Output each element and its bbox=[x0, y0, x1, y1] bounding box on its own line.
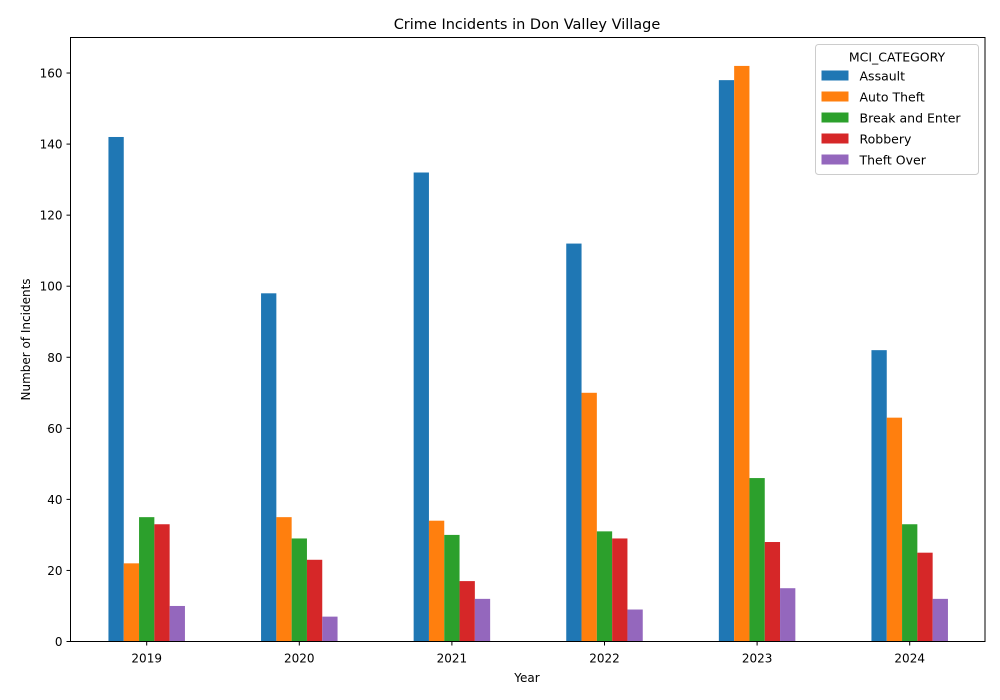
bar-robbery-2022 bbox=[612, 538, 628, 642]
bar-robbery-2024 bbox=[917, 552, 933, 642]
y-tick-label: 140 bbox=[40, 138, 63, 152]
bar-assault-2021 bbox=[413, 172, 429, 642]
x-tick-label: 2019 bbox=[131, 652, 162, 666]
y-tick-label: 0 bbox=[55, 635, 63, 649]
bar-robbery-2021 bbox=[459, 581, 475, 642]
bar-auto-theft-2023 bbox=[734, 65, 750, 642]
legend-swatch bbox=[821, 70, 849, 81]
legend-item-label: Break and Enter bbox=[860, 111, 962, 126]
bar-break-and-enter-2019 bbox=[139, 517, 155, 642]
bar-assault-2023 bbox=[718, 80, 735, 642]
y-tick-label: 20 bbox=[47, 564, 62, 578]
bar-theft-over-2024 bbox=[932, 598, 948, 642]
bar-assault-2019 bbox=[108, 136, 124, 642]
bar-break-and-enter-2022 bbox=[596, 531, 613, 642]
x-axis-title: Year bbox=[513, 671, 539, 685]
bar-theft-over-2020 bbox=[322, 616, 338, 642]
y-tick-label: 160 bbox=[40, 67, 63, 81]
bar-break-and-enter-2024 bbox=[902, 524, 918, 642]
bar-robbery-2023 bbox=[764, 542, 781, 642]
bar-assault-2020 bbox=[261, 293, 277, 642]
bar-auto-theft-2022 bbox=[581, 392, 597, 642]
legend-swatch bbox=[821, 91, 849, 102]
legend-title: MCI_CATEGORY bbox=[849, 50, 946, 65]
x-tick-label: 2022 bbox=[589, 652, 620, 666]
axes-layer: 0 20 40 60 80 100 120 140 160 2019 2020 2021 2022 202… bbox=[40, 37, 986, 666]
bar-theft-over-2022 bbox=[627, 609, 643, 642]
y-tick-label: 120 bbox=[40, 209, 63, 223]
bar-break-and-enter-2023 bbox=[749, 478, 765, 642]
bar-assault-2024 bbox=[871, 350, 887, 642]
bar-robbery-2020 bbox=[306, 559, 323, 642]
bar-robbery-2019 bbox=[154, 524, 170, 642]
bars-layer bbox=[108, 65, 948, 642]
y-axis-title: Number of Incidents bbox=[19, 278, 33, 400]
legend-item-label: Assault bbox=[860, 69, 906, 84]
legend-swatch bbox=[821, 133, 849, 144]
legend-swatch bbox=[821, 154, 849, 165]
legend: MCI_CATEGORY Assault Auto Theft Break and E… bbox=[815, 44, 979, 175]
x-tick-label: 2023 bbox=[742, 652, 773, 666]
bar-auto-theft-2019 bbox=[123, 563, 140, 642]
y-tick-label: 60 bbox=[47, 422, 62, 436]
bar-break-and-enter-2021 bbox=[444, 534, 460, 642]
legend-item-label: Robbery bbox=[860, 132, 912, 147]
bar-theft-over-2023 bbox=[780, 588, 796, 642]
x-tick-label: 2020 bbox=[284, 652, 315, 666]
x-tick-label: 2024 bbox=[894, 652, 925, 666]
y-tick-label: 100 bbox=[40, 280, 63, 294]
bar-auto-theft-2024 bbox=[886, 417, 903, 642]
legend-box bbox=[815, 44, 979, 175]
legend-swatch bbox=[821, 112, 849, 123]
bar-auto-theft-2021 bbox=[428, 520, 445, 642]
legend-item-label: Theft Over bbox=[859, 153, 927, 168]
legend-item-label: Auto Theft bbox=[860, 90, 925, 105]
chart-title: Crime Incidents in Don Valley Village bbox=[394, 17, 661, 33]
plot-frame bbox=[70, 37, 986, 642]
y-tick-label: 40 bbox=[47, 493, 62, 507]
bar-break-and-enter-2020 bbox=[291, 538, 307, 642]
bar-assault-2022 bbox=[566, 243, 582, 642]
y-tick-label: 80 bbox=[47, 351, 62, 365]
bar-auto-theft-2020 bbox=[276, 517, 292, 642]
x-tick-label: 2021 bbox=[437, 652, 468, 666]
bar-theft-over-2019 bbox=[169, 605, 185, 642]
bar-theft-over-2021 bbox=[474, 598, 491, 642]
